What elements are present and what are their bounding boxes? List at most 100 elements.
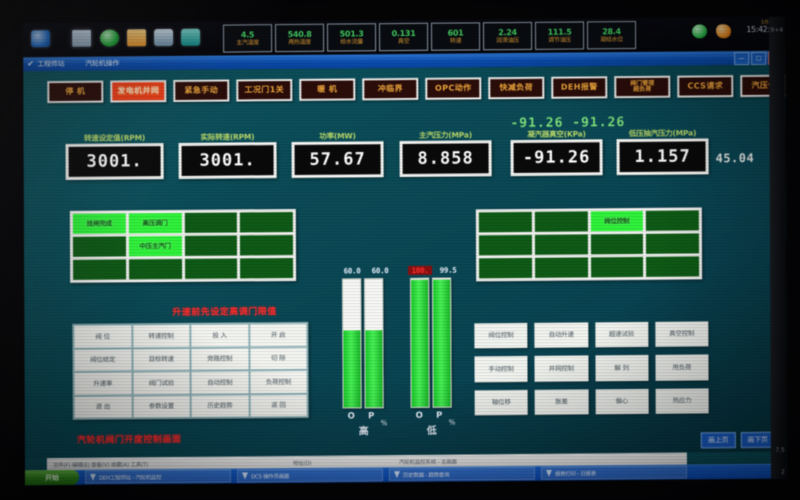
left-table-button-1-0[interactable]: 阀位给定 (74, 348, 132, 371)
left-table-button-2-0[interactable]: 升速率 (74, 372, 132, 395)
gauge-bar-o[interactable] (342, 278, 362, 409)
green-circle-icon[interactable] (100, 29, 120, 47)
minimize-button[interactable]: — (734, 51, 750, 66)
maximize-button[interactable]: □ (751, 51, 767, 65)
right-status-cell-9[interactable] (534, 257, 588, 278)
gauge-bar-o[interactable] (410, 277, 430, 408)
command-button-1[interactable]: 发电机并网 (110, 80, 167, 103)
taskbar-item-0[interactable]: DEH工程师站 - 汽轮机监控 (84, 469, 232, 484)
browser-menu-item-1[interactable]: 地址(D) (292, 460, 312, 467)
left-table-button-2-2[interactable]: 自动控制 (191, 371, 249, 394)
left-status-cell-9[interactable] (128, 258, 182, 280)
command-button-7[interactable]: 快减负荷 (488, 76, 545, 100)
right-grid-button-2-0[interactable]: 轴位移 (474, 389, 528, 416)
globe-icon[interactable] (31, 30, 51, 48)
mini-readout-7[interactable]: 28.4 凝结水位 (586, 20, 637, 50)
left-status-cell-2[interactable] (184, 212, 238, 233)
command-button-3[interactable]: 工况门1关 (236, 78, 293, 102)
right-status-cell-0[interactable] (478, 211, 532, 233)
right-status-cell-4[interactable] (478, 234, 532, 256)
left-table-button-2-1[interactable]: 阀门试验 (133, 371, 190, 394)
tray-green-icon[interactable] (692, 24, 708, 39)
nav-button-0[interactable]: 画上页 (700, 432, 736, 449)
right-status-cell-2[interactable]: 阀位控制 (590, 210, 644, 232)
left-table-button-3-0[interactable]: 退 出 (74, 395, 132, 418)
start-button[interactable]: 开始 (24, 469, 80, 486)
left-status-cell-1[interactable]: 高压调门 (128, 212, 182, 234)
command-button-2[interactable]: 紧急手动 (173, 79, 230, 103)
left-status-cell-0[interactable]: 挂闸完成 (72, 213, 126, 234)
right-status-cell-11[interactable] (646, 256, 700, 277)
command-button-10[interactable]: CCS请求 (677, 75, 734, 98)
right-grid-button-1-0[interactable]: 手动控制 (474, 356, 528, 383)
left-status-cell-8[interactable] (73, 259, 126, 280)
left-table-button-0-0[interactable]: 阀 位 (74, 325, 131, 348)
left-status-cell-7[interactable] (240, 234, 294, 256)
left-table-button-3-3[interactable]: 返 回 (250, 394, 307, 417)
right-grid-button-2-2[interactable]: 偏心 (595, 388, 649, 415)
right-grid-button-2-1[interactable]: 胀差 (534, 389, 589, 415)
command-button-4[interactable]: 暖 机 (299, 78, 356, 101)
right-grid-button-0-1[interactable]: 自动升速 (534, 322, 588, 349)
right-status-cell-6[interactable] (590, 233, 644, 255)
gauge-bar-p[interactable] (364, 278, 384, 409)
left-table-button-3-2[interactable]: 历史趋势 (191, 394, 249, 417)
gauge-bars (342, 278, 384, 409)
right-grid-button-1-2[interactable]: 解 列 (594, 355, 649, 382)
right-grid-button-1-3[interactable]: 甩负荷 (655, 354, 709, 381)
taskbar-item-2[interactable]: 历史数据 - 趋势查询 (388, 466, 535, 482)
right-status-cell-1[interactable] (534, 211, 588, 232)
right-grid-button-0-3[interactable]: 真空控制 (655, 321, 709, 348)
browser-menu-item-0[interactable]: 文件(F) 编辑(E) 查看(V) 收藏(A) 工具(T) (52, 462, 149, 470)
left-table-button-0-1[interactable]: 转速控制 (132, 324, 190, 347)
right-status-cell-8[interactable] (479, 257, 532, 279)
taskbar-item-3[interactable]: 报表打印 - 日报表 (540, 465, 687, 480)
command-button-9[interactable]: 阀门管理 超负荷 (614, 75, 671, 99)
command-button-0[interactable]: 停 机 (47, 80, 104, 104)
left-table-button-1-2[interactable]: 旁路控制 (191, 347, 249, 370)
teal-panel-icon[interactable] (181, 28, 201, 46)
picture-icon[interactable] (154, 29, 174, 47)
command-button-6[interactable]: OPC动作 (425, 77, 482, 100)
command-button-8[interactable]: DEH报警 (551, 76, 608, 99)
right-grid-button-0-0[interactable]: 阀位控制 (474, 322, 528, 349)
mini-readout-1[interactable]: 540.8 再热温度 (275, 23, 325, 53)
mini-readout-0[interactable]: 4.5 主汽温度 (223, 24, 273, 53)
command-button-5[interactable]: 冲临界 (362, 77, 419, 101)
left-table-button-0-3[interactable]: 开 启 (249, 323, 307, 346)
right-status-cell-7[interactable] (646, 233, 700, 254)
left-table-button-0-2[interactable]: 投 入 (191, 324, 248, 347)
right-status-cell-5[interactable] (534, 234, 588, 255)
mini-readout-2[interactable]: 501.3 给水流量 (327, 23, 377, 52)
gauge-bar-p[interactable] (432, 277, 452, 408)
folder-icon[interactable] (127, 29, 147, 47)
left-status-cell-6[interactable] (184, 235, 238, 256)
left-status-cell-10[interactable] (184, 258, 238, 279)
mini-readout-value: 540.8 (287, 29, 312, 39)
right-status-cell-3[interactable] (646, 210, 699, 231)
mini-readout-3[interactable]: 0.131 真空 (379, 22, 429, 52)
left-status-cell-5[interactable]: 中压主汽门 (128, 235, 182, 257)
mini-readout-6[interactable]: 111.5 调节油压 (535, 21, 585, 50)
left-table-button-3-1[interactable]: 参数设置 (133, 395, 190, 418)
monitor-icon[interactable] (71, 28, 93, 48)
right-grid-button-2-3[interactable]: 热应力 (655, 388, 709, 414)
mini-readout-5[interactable]: 2.24 润滑油压 (483, 21, 533, 51)
tray-orange-icon[interactable] (716, 24, 732, 39)
left-table-button-2-3[interactable]: 负荷控制 (250, 370, 307, 393)
left-table-button-1-1[interactable]: 目标转速 (132, 348, 190, 371)
nav-button-1[interactable]: 画下页 (740, 431, 775, 449)
left-status-cell-11[interactable] (240, 257, 294, 279)
left-table-button-1-3[interactable]: 切 除 (249, 347, 307, 370)
left-status-cell-4[interactable] (72, 236, 126, 257)
taskbar-item-1[interactable]: DCS 操作员画面 (236, 468, 384, 483)
left-status-cell-3[interactable] (240, 211, 293, 233)
mini-readout-4[interactable]: 601 转速 (431, 22, 481, 51)
right-grid-button-1-1[interactable]: 并网控制 (534, 355, 589, 382)
browser-menu-item-2[interactable]: 汽轮机监控系统 - 主画面 (398, 459, 457, 467)
toolbar-icon-row (31, 28, 201, 48)
right-status-cell-10[interactable] (590, 256, 644, 278)
right-grid-button-0-2[interactable]: 超速试验 (594, 321, 649, 348)
mini-readout-label: 转速 (449, 37, 462, 45)
